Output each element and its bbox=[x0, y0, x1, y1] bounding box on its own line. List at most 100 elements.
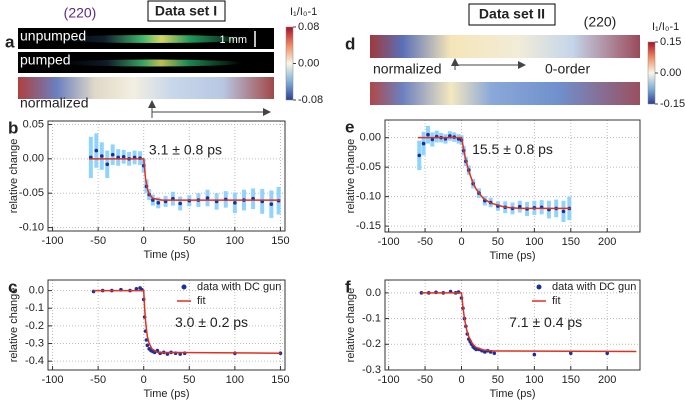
data-point bbox=[492, 351, 497, 356]
x-tick-label: 100 bbox=[525, 236, 543, 248]
plot-frame bbox=[384, 119, 641, 233]
annotation: 3.0 ± 0.2 ps bbox=[175, 314, 248, 330]
plot-frame bbox=[384, 279, 641, 371]
x-tick-label: 0 bbox=[458, 236, 464, 248]
x-tick-label: 100 bbox=[525, 374, 543, 386]
y-tick-label: 0.05 bbox=[23, 118, 44, 130]
panel-title: Data set I bbox=[155, 3, 217, 19]
data-point bbox=[94, 148, 99, 153]
data-point bbox=[233, 201, 237, 205]
data-point bbox=[145, 343, 150, 348]
legend-swatch bbox=[536, 284, 542, 290]
beam bbox=[57, 35, 247, 43]
x-tick-label: 100 bbox=[226, 235, 244, 247]
x-tick-label: 0 bbox=[141, 235, 147, 247]
y-tick-label: 0.0 bbox=[29, 284, 44, 296]
x-tick-label: 200 bbox=[598, 374, 616, 386]
x-tick-label: 150 bbox=[271, 235, 289, 247]
x-axis-label: Time (ps) bbox=[489, 388, 535, 400]
data-point bbox=[474, 347, 478, 352]
y-tick-label: 0.00 bbox=[23, 153, 44, 165]
data-point bbox=[532, 352, 537, 357]
data-point bbox=[121, 154, 126, 159]
x-axis-label: Time (ps) bbox=[143, 388, 189, 400]
y-axis-label: relative change bbox=[8, 139, 20, 214]
data-point bbox=[269, 202, 274, 206]
data-point bbox=[430, 137, 435, 142]
y-axis-label: relative change bbox=[345, 139, 357, 214]
data-point bbox=[105, 162, 110, 167]
title-box bbox=[147, 0, 226, 22]
data-point bbox=[110, 152, 115, 157]
x-tick-label: 150 bbox=[562, 374, 580, 386]
panel-letter: a bbox=[5, 32, 15, 51]
data-point bbox=[417, 153, 422, 158]
beam bbox=[62, 59, 242, 67]
image-strip bbox=[18, 77, 274, 99]
y-tick-label: -0.2 bbox=[362, 338, 381, 350]
x-tick-label: 150 bbox=[562, 236, 580, 248]
panel-letter: f bbox=[345, 277, 351, 296]
y-tick-label: -0.1 bbox=[362, 312, 381, 324]
colorbar-tick-label: -0.08 bbox=[298, 94, 323, 106]
scale-bar-label: 1 mm bbox=[220, 34, 248, 46]
fit-line bbox=[93, 289, 281, 354]
data-point bbox=[134, 287, 139, 291]
y-axis-label: relative change bbox=[345, 288, 357, 363]
x-tick-label: 50 bbox=[183, 235, 195, 247]
legend-label: data with DC gun bbox=[552, 281, 636, 293]
reflection-label: (220) bbox=[64, 5, 97, 21]
data-point bbox=[165, 352, 170, 356]
panel-letter: b bbox=[8, 118, 18, 137]
x-tick-label: -100 bbox=[42, 374, 64, 386]
y-tick-label: 0.00 bbox=[360, 132, 381, 144]
x-tick-label: 0 bbox=[141, 374, 147, 386]
x-tick-label: 50 bbox=[492, 236, 504, 248]
data-point bbox=[448, 134, 452, 138]
y-tick-label: -0.10 bbox=[356, 191, 381, 203]
x-tick-label: -50 bbox=[417, 236, 433, 248]
y-axis-label: relative change bbox=[8, 288, 20, 363]
legend-swatch bbox=[181, 284, 187, 290]
y-tick-label: -0.3 bbox=[362, 364, 381, 376]
colorbar-label: I₁/I₀-1 bbox=[652, 21, 679, 33]
colorbar bbox=[647, 41, 656, 105]
image-strip bbox=[370, 35, 640, 58]
colorbar-tick-label: 0.15 bbox=[660, 36, 681, 48]
row-label: normalized bbox=[373, 61, 441, 77]
legend-label: data with DC gun bbox=[197, 281, 281, 293]
data-point bbox=[561, 209, 566, 214]
x-tick-label: 50 bbox=[183, 374, 195, 386]
data-point bbox=[483, 350, 487, 354]
annotation: 7.1 ± 0.4 ps bbox=[509, 314, 582, 330]
x-axis-label: Time (ps) bbox=[489, 250, 535, 262]
x-tick-label: 100 bbox=[226, 374, 244, 386]
row-label: normalized bbox=[20, 95, 88, 111]
data-point bbox=[568, 351, 573, 356]
annotation: 15.5 ± 0.8 ps bbox=[472, 141, 553, 157]
y-tick-label: -0.4 bbox=[25, 355, 44, 367]
data-point bbox=[605, 351, 610, 356]
colorbar-tick-label: 0.00 bbox=[660, 67, 681, 79]
legend-label: fit bbox=[197, 295, 206, 307]
y-tick-label: -0.15 bbox=[356, 220, 381, 232]
row-label: unpumped bbox=[20, 28, 86, 44]
data-point bbox=[99, 154, 104, 158]
data-point bbox=[426, 132, 430, 137]
colorbar-tick-label: 0.08 bbox=[298, 21, 319, 33]
title-box bbox=[468, 3, 556, 26]
row-label: pumped bbox=[20, 52, 71, 68]
x-tick-label: -100 bbox=[42, 235, 64, 247]
x-tick-label: 200 bbox=[598, 236, 616, 248]
fit-line bbox=[421, 292, 637, 353]
colorbar-tick-label: 0.00 bbox=[298, 57, 319, 69]
x-tick-label: -50 bbox=[417, 374, 433, 386]
legend-label: fit bbox=[552, 295, 561, 307]
colorbar bbox=[285, 26, 294, 101]
y-tick-label: -0.1 bbox=[25, 302, 44, 314]
reflection-label: (220) bbox=[584, 14, 617, 30]
x-tick-label: -50 bbox=[90, 235, 106, 247]
x-tick-label: 150 bbox=[271, 374, 289, 386]
x-axis-label: Time (ps) bbox=[143, 249, 189, 261]
